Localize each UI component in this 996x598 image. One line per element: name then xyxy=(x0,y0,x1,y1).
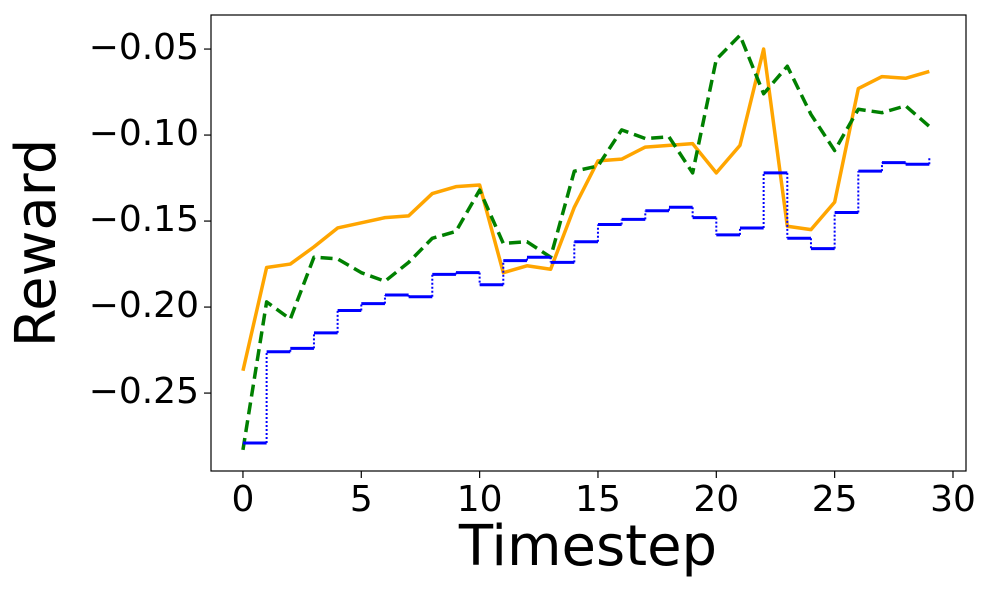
series-line xyxy=(241,33,931,451)
y-tick-label: −0.15 xyxy=(89,199,199,240)
y-tick-label: −0.20 xyxy=(89,285,199,326)
x-tick-label: 0 xyxy=(231,479,254,520)
x-tick-label: 30 xyxy=(930,479,976,520)
series-line xyxy=(241,47,930,372)
x-tick-label: 20 xyxy=(693,479,739,520)
y-tick-label: −0.05 xyxy=(89,27,199,68)
x-tick-label: 15 xyxy=(575,479,621,520)
y-tick-label: −0.10 xyxy=(89,113,199,154)
y-tick-label: −0.25 xyxy=(89,371,199,412)
x-axis-label: Timestep xyxy=(458,514,717,579)
x-tick-label: 25 xyxy=(812,479,858,520)
x-tick-label: 10 xyxy=(457,479,503,520)
y-axis-label: Reward xyxy=(4,139,69,348)
x-tick-label: 5 xyxy=(350,479,373,520)
plot-frame xyxy=(210,14,967,472)
